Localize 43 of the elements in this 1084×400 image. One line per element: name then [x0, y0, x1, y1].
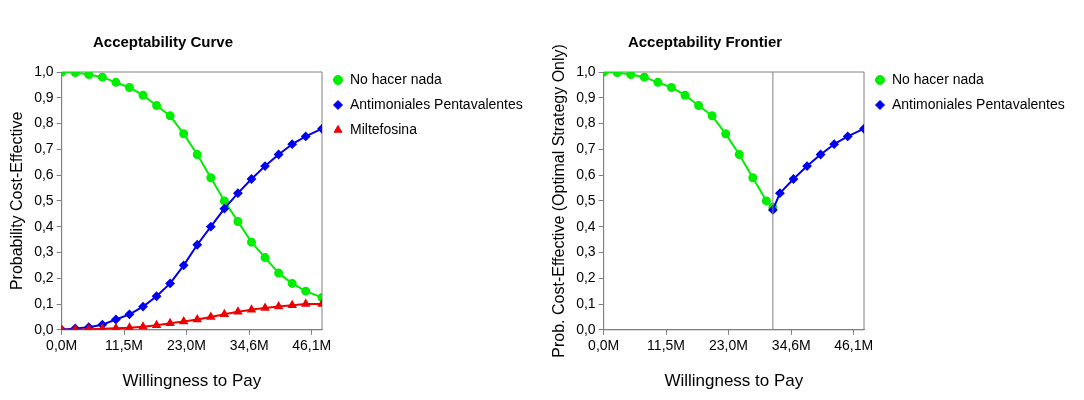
y-tick-label: 0,6 — [576, 165, 596, 182]
x-tick-label: 46,1M — [834, 337, 874, 354]
y-tick-label: 0,0 — [34, 320, 54, 337]
y-tick-label: 0,4 — [34, 217, 54, 234]
x-tick-label: 34,6M — [771, 337, 811, 354]
y-axis-title: Prob. Cost-Effective (Optimal Strategy Only) — [550, 44, 568, 358]
y-tick-label: 0,1 — [34, 294, 54, 311]
legend-label: Antimoniales Pentavalentes — [350, 95, 523, 112]
y-tick-label: 0,5 — [34, 191, 54, 208]
legend-label: No hacer nada — [892, 70, 985, 87]
y-tick-label: 0,7 — [576, 140, 596, 157]
y-tick-label: 0,4 — [576, 217, 596, 234]
y-tick-label: 0,3 — [576, 243, 596, 260]
y-tick-label: 0,7 — [34, 140, 54, 157]
y-axis-title: Probability Cost-Effective — [8, 111, 26, 291]
x-tick-label: 11,5M — [105, 337, 143, 354]
chart-title: Acceptability Curve — [92, 33, 234, 51]
x-tick-label: 0,0M — [588, 337, 620, 354]
legend-label: No hacer nada — [350, 70, 443, 87]
x-tick-label: 11,5M — [647, 337, 685, 354]
y-tick-label: 0,6 — [34, 165, 54, 182]
y-tick-label: 0,2 — [576, 269, 596, 286]
y-tick-label: 0,8 — [576, 114, 596, 131]
legend-label: Antimoniales Pentavalentes — [892, 95, 1065, 112]
x-axis-title: Willingness to Pay — [122, 371, 262, 391]
x-tick-label: 34,6M — [229, 337, 269, 354]
x-tick-label: 46,1M — [292, 337, 332, 354]
x-axis-title: Willingness to Pay — [664, 371, 804, 391]
y-tick-label: 1,0 — [34, 62, 54, 79]
legend-label: Miltefosina — [350, 120, 418, 137]
y-tick-label: 1,0 — [576, 62, 596, 79]
y-tick-label: 0,2 — [34, 269, 54, 286]
y-tick-label: 0,1 — [576, 294, 596, 311]
x-tick-label: 0,0M — [46, 337, 78, 354]
y-tick-label: 0,9 — [34, 88, 54, 105]
x-tick-label: 23,0M — [708, 337, 748, 354]
y-tick-label: 0,9 — [576, 88, 596, 105]
y-tick-label: 0,3 — [34, 243, 54, 260]
chart-title: Acceptability Frontier — [627, 33, 783, 51]
y-tick-label: 0,0 — [576, 320, 596, 337]
y-tick-label: 0,8 — [34, 114, 54, 131]
y-tick-label: 0,5 — [576, 191, 596, 208]
x-tick-label: 23,0M — [166, 337, 206, 354]
